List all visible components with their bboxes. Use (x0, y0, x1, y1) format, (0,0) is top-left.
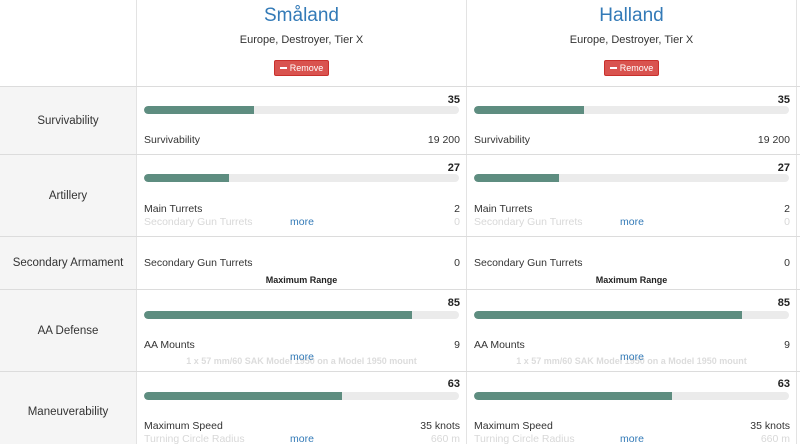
artillery-cell: 27 Main Turrets 2 Secondary Gun Turrets … (467, 155, 796, 236)
secondary-armament-cell: Secondary Gun Turrets 0 Maximum Range (467, 237, 796, 289)
remove-button-label: Remove (619, 63, 654, 73)
stat-label: Turning Circle Radius (144, 433, 245, 444)
ship-subtitle: Europe, Destroyer, Tier X (239, 34, 364, 46)
stat-value: 35 knots (420, 420, 460, 432)
maneuverability-bar (144, 392, 459, 400)
stat-label: Main Turrets (144, 203, 203, 215)
category-survivability: Survivability (0, 87, 136, 154)
category-aa-defense: AA Defense (0, 290, 136, 371)
artillery-bar-fill (144, 174, 230, 182)
stat-label: Secondary Gun Turrets (144, 257, 253, 269)
aa-mount-description: 1 x 57 mm/60 SAK Model 1950 on a Model 1… (516, 356, 747, 366)
stat-label: Main Turrets (474, 203, 533, 215)
survivability-bar (144, 106, 459, 114)
artillery-bar-fill (474, 174, 560, 182)
stat-value: 2 (454, 203, 460, 215)
survivability-bar (474, 106, 789, 114)
category-maneuverability: Maneuverability (0, 372, 136, 444)
secondary-armament-cell: Secondary Gun Turrets 0 Maximum Range (137, 237, 466, 289)
stat-value: 0 (784, 216, 790, 228)
row-divider (0, 154, 800, 155)
stat-label: AA Mounts (474, 339, 525, 351)
survivability-bar-fill (474, 106, 585, 114)
aa-defense-cell: 85 AA Mounts 9 1 x 57 mm/60 SAK Model 19… (137, 290, 466, 371)
stat-label: Secondary Gun Turrets (474, 257, 583, 269)
stat-value: 9 (454, 339, 460, 351)
stat-value: 0 (454, 257, 460, 269)
maneuverability-score: 63 (777, 378, 790, 390)
category-artillery: Artillery (0, 155, 136, 236)
stat-value: 660 m (430, 433, 460, 444)
remove-button[interactable]: Remove (273, 60, 330, 76)
aa-bar (144, 311, 459, 319)
stat-value: 19 200 (427, 134, 460, 146)
maneuverability-cell: 63 Maximum Speed 35 knots Turning Circle… (467, 372, 796, 444)
row-divider (0, 236, 800, 237)
ship-header: Småland Europe, Destroyer, Tier X Remove (137, 0, 466, 86)
survivability-score: 35 (447, 94, 460, 106)
ship-title-link[interactable]: Småland (264, 5, 339, 26)
ship-subtitle: Europe, Destroyer, Tier X (569, 34, 694, 46)
minus-icon (279, 66, 287, 69)
maneuverability-bar-fill (474, 392, 673, 400)
artillery-cell: 27 Main Turrets 2 Secondary Gun Turrets … (137, 155, 466, 236)
aa-bar-fill (144, 311, 412, 319)
minus-icon (609, 66, 617, 69)
stat-value: 0 (784, 257, 790, 269)
artillery-bar (144, 174, 459, 182)
range-heading: Maximum Range (265, 275, 338, 285)
stat-label: Maximum Speed (474, 420, 553, 432)
row-divider (0, 371, 800, 372)
stat-label: Turning Circle Radius (474, 433, 575, 444)
ship-header: Halland Europe, Destroyer, Tier X Remove (467, 0, 796, 86)
stat-value: 0 (454, 216, 460, 228)
artillery-score: 27 (447, 162, 460, 174)
more-link[interactable]: more (290, 433, 314, 444)
remove-button[interactable]: Remove (603, 60, 660, 76)
maneuverability-cell: 63 Maximum Speed 35 knots Turning Circle… (137, 372, 466, 444)
maneuverability-bar (474, 392, 789, 400)
stat-label: Maximum Speed (144, 420, 223, 432)
survivability-score: 35 (777, 94, 790, 106)
stat-value: 19 200 (757, 134, 790, 146)
survivability-bar-fill (144, 106, 255, 114)
aa-bar (474, 311, 789, 319)
artillery-score: 27 (777, 162, 790, 174)
stat-label: AA Mounts (144, 339, 195, 351)
aa-mount-description: 1 x 57 mm/60 SAK Model 1950 on a Model 1… (186, 356, 417, 366)
range-heading: Maximum Range (595, 275, 668, 285)
stat-label: Survivability (474, 134, 531, 146)
more-link[interactable]: more (290, 216, 314, 228)
stat-value: 660 m (760, 433, 790, 444)
ship-title-link[interactable]: Halland (599, 5, 664, 26)
remove-button-label: Remove (289, 63, 324, 73)
stat-label: Survivability (144, 134, 201, 146)
stat-label: Secondary Gun Turrets (474, 216, 583, 228)
aa-defense-cell: 85 AA Mounts 9 1 x 57 mm/60 SAK Model 19… (467, 290, 796, 371)
artillery-bar (474, 174, 789, 182)
aa-score: 85 (447, 297, 460, 309)
more-link[interactable]: more (620, 433, 644, 444)
row-divider (0, 86, 800, 87)
stat-value: 9 (784, 339, 790, 351)
maneuverability-bar-fill (144, 392, 343, 400)
stat-label: Secondary Gun Turrets (144, 216, 253, 228)
column-divider (136, 0, 137, 444)
aa-bar-fill (474, 311, 742, 319)
stat-value: 35 knots (750, 420, 790, 432)
more-link[interactable]: more (620, 351, 644, 363)
aa-score: 85 (777, 297, 790, 309)
more-link[interactable]: more (620, 216, 644, 228)
row-divider (0, 289, 800, 290)
survivability-cell: 35 Survivability 19 200 (467, 87, 796, 154)
maneuverability-score: 63 (447, 378, 460, 390)
more-link[interactable]: more (290, 351, 314, 363)
category-secondary-armament: Secondary Armament (0, 237, 136, 289)
stat-value: 2 (784, 203, 790, 215)
column-divider (796, 0, 797, 444)
column-divider (466, 0, 467, 444)
survivability-cell: 35 Survivability 19 200 (137, 87, 466, 154)
